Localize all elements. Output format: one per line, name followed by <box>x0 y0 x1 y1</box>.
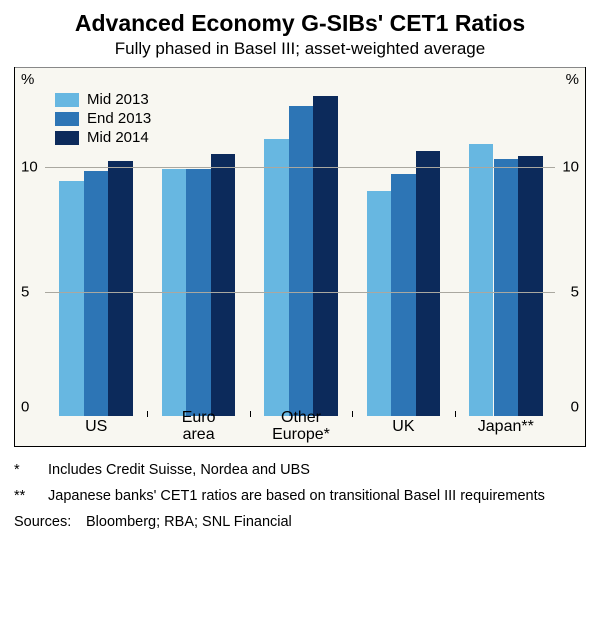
legend-label: End 2013 <box>87 110 151 127</box>
legend-item: Mid 2013 <box>55 91 151 108</box>
footnote-mark: ** <box>14 487 48 507</box>
y-unit-left: % <box>21 71 34 88</box>
x-tick <box>352 411 353 417</box>
x-axis-labels: USEuroareaOtherEurope*UKJapan** <box>45 418 555 442</box>
legend-swatch <box>55 131 79 145</box>
footnote-text: Japanese banks' CET1 ratios are based on… <box>48 487 545 507</box>
legend-swatch <box>55 93 79 107</box>
y-tick-right: 0 <box>571 399 579 416</box>
bar <box>108 161 133 416</box>
chart-subtitle: Fully phased in Basel III; asset-weighte… <box>14 39 586 59</box>
bar <box>416 151 441 416</box>
bar <box>494 159 519 417</box>
y-unit-right: % <box>566 71 579 88</box>
y-tick-left: 5 <box>21 284 29 301</box>
x-label: Euroarea <box>147 410 249 444</box>
x-label: US <box>85 418 107 436</box>
sources: Sources: Bloomberg; RBA; SNL Financial <box>14 514 586 530</box>
legend-label: Mid 2013 <box>87 91 149 108</box>
y-tick-right: 5 <box>571 284 579 301</box>
footnote-text: Includes Credit Suisse, Nordea and UBS <box>48 461 310 481</box>
legend-label: Mid 2014 <box>87 129 149 146</box>
bar <box>469 144 494 417</box>
sources-text: Bloomberg; RBA; SNL Financial <box>86 514 292 530</box>
footnote: **Japanese banks' CET1 ratios are based … <box>14 487 586 507</box>
footnote-mark: * <box>14 461 48 481</box>
footnote: *Includes Credit Suisse, Nordea and UBS <box>14 461 586 481</box>
legend-item: End 2013 <box>55 110 151 127</box>
bar <box>211 154 236 417</box>
bar <box>518 156 543 416</box>
grid-line <box>45 167 555 168</box>
x-label: Japan** <box>478 418 534 436</box>
legend-swatch <box>55 112 79 126</box>
bar <box>313 96 338 416</box>
chart-title: Advanced Economy G-SIBs' CET1 Ratios <box>14 10 586 37</box>
bar <box>289 106 314 416</box>
bar <box>367 191 392 416</box>
bar <box>84 171 109 416</box>
chart-area: % % Mid 2013 End 2013 Mid 2014 US EuroareaO… <box>14 67 586 447</box>
sources-label: Sources: <box>14 514 86 530</box>
footnotes: *Includes Credit Suisse, Nordea and UBS*… <box>14 461 586 506</box>
bar <box>264 139 289 417</box>
x-label: OtherEurope* <box>250 410 352 444</box>
x-label: UK <box>392 418 414 436</box>
grid-line <box>45 292 555 293</box>
x-tick <box>455 411 456 417</box>
y-tick-left: 10 <box>21 159 38 176</box>
legend: Mid 2013 End 2013 Mid 2014 <box>55 91 151 148</box>
bar <box>391 174 416 417</box>
bar <box>59 181 84 416</box>
y-tick-left: 0 <box>21 399 29 416</box>
y-tick-right: 10 <box>562 159 579 176</box>
legend-item: Mid 2014 <box>55 129 151 146</box>
